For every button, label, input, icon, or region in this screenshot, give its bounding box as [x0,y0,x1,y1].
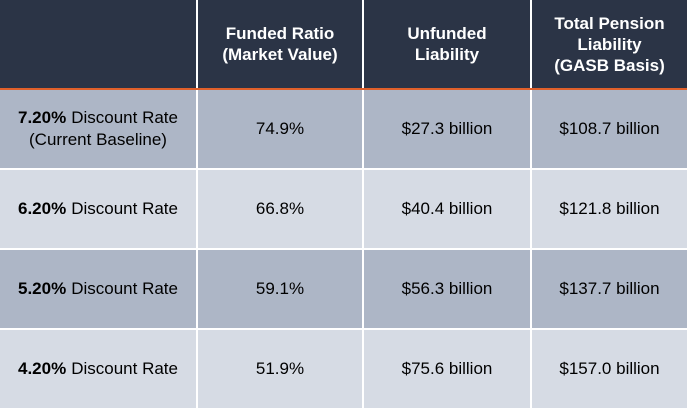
cell-value: $56.3 billion [401,279,493,298]
header-line: (GASB Basis) [554,55,665,75]
header-line: (Market Value) [222,45,338,64]
rate-label: Discount Rate [71,108,178,127]
data-cell: 51.9% [198,330,362,408]
cell-value: $75.6 billion [401,359,493,378]
data-cell: $157.0 billion [532,330,687,408]
header-line: Unfunded [407,24,487,43]
cell-value: 74.9% [255,119,305,138]
discount-rate: 7.20% [18,108,67,127]
row-label-line: 7.20% Discount Rate [18,107,178,129]
discount-rate: 6.20% [18,199,67,218]
header-cell [0,0,196,88]
data-cell: $108.7 billion [532,90,687,168]
cell-value: $40.4 billion [401,199,493,218]
row-note: (Current Baseline) [29,130,167,149]
rate-label: Discount Rate [71,359,178,378]
data-cell: $137.7 billion [532,250,687,328]
cell-value: $157.0 billion [559,359,660,378]
cell-value: 66.8% [255,199,305,218]
header-rule [0,88,687,90]
header-line: Funded Ratio [225,24,335,43]
row-label-cell: 5.20% Discount Rate [0,250,196,328]
header-line: Total Pension [554,13,665,33]
rate-label: Discount Rate [71,199,178,218]
data-cell: 59.1% [198,250,362,328]
data-cell: $27.3 billion [364,90,530,168]
cell-value: $121.8 billion [559,199,660,218]
rate-label: Discount Rate [71,279,178,298]
data-cell: $40.4 billion [364,170,530,248]
header-cell: Funded Ratio (Market Value) [198,0,362,88]
cell-value: $137.7 billion [559,279,660,298]
data-cell: 66.8% [198,170,362,248]
data-cell: $56.3 billion [364,250,530,328]
data-cell: 74.9% [198,90,362,168]
cell-value: 59.1% [255,279,305,298]
header-line: Liability [414,45,480,64]
row-label-line: 5.20% Discount Rate [18,278,178,300]
cell-value: 51.9% [255,359,305,378]
row-label-line: 6.20% Discount Rate [18,198,178,220]
header-cell: Total Pension Liability (GASB Basis) [532,0,687,88]
header-line: Liability [577,34,642,54]
discount-rate: 4.20% [18,359,67,378]
discount-rate: 5.20% [18,279,67,298]
data-cell: $121.8 billion [532,170,687,248]
row-label-cell: 4.20% Discount Rate [0,330,196,408]
cell-value: $27.3 billion [401,119,493,138]
row-label-line: 4.20% Discount Rate [18,358,178,380]
row-label-cell: 7.20% Discount Rate (Current Baseline) [0,90,196,168]
data-cell: $75.6 billion [364,330,530,408]
row-label-cell: 6.20% Discount Rate [0,170,196,248]
header-cell: Unfunded Liability [364,0,530,88]
cell-value: $108.7 billion [559,119,660,138]
